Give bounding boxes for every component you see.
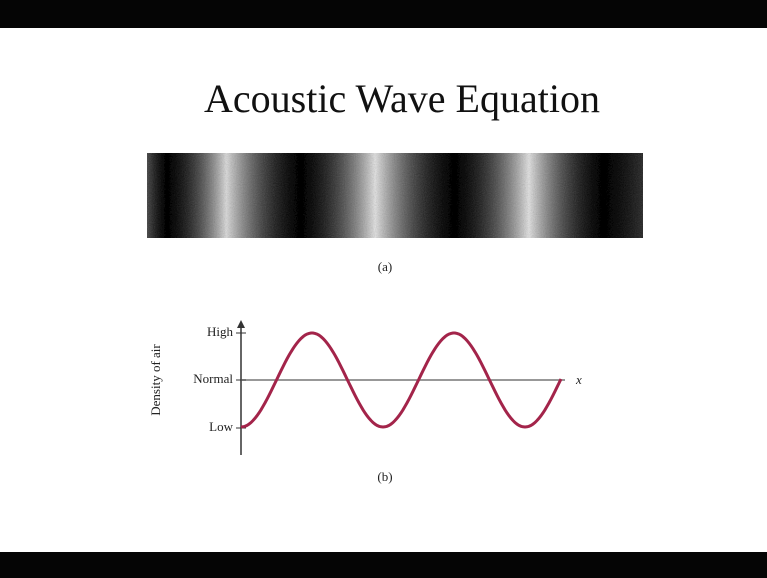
top-bar [0, 0, 767, 28]
slide-title: Acoustic Wave Equation [204, 76, 600, 121]
y-axis-label: Density of air [148, 344, 163, 416]
caption-a: (a) [378, 259, 392, 274]
x-axis-label: x [575, 372, 582, 387]
level-normal: Normal [193, 371, 233, 386]
bottom-bar [0, 552, 767, 578]
level-high: High [207, 324, 234, 339]
caption-b: (b) [377, 469, 392, 484]
slide: Acoustic Wave Equation (a) High Normal L… [0, 0, 767, 578]
level-low: Low [209, 419, 233, 434]
density-bands [147, 153, 643, 238]
